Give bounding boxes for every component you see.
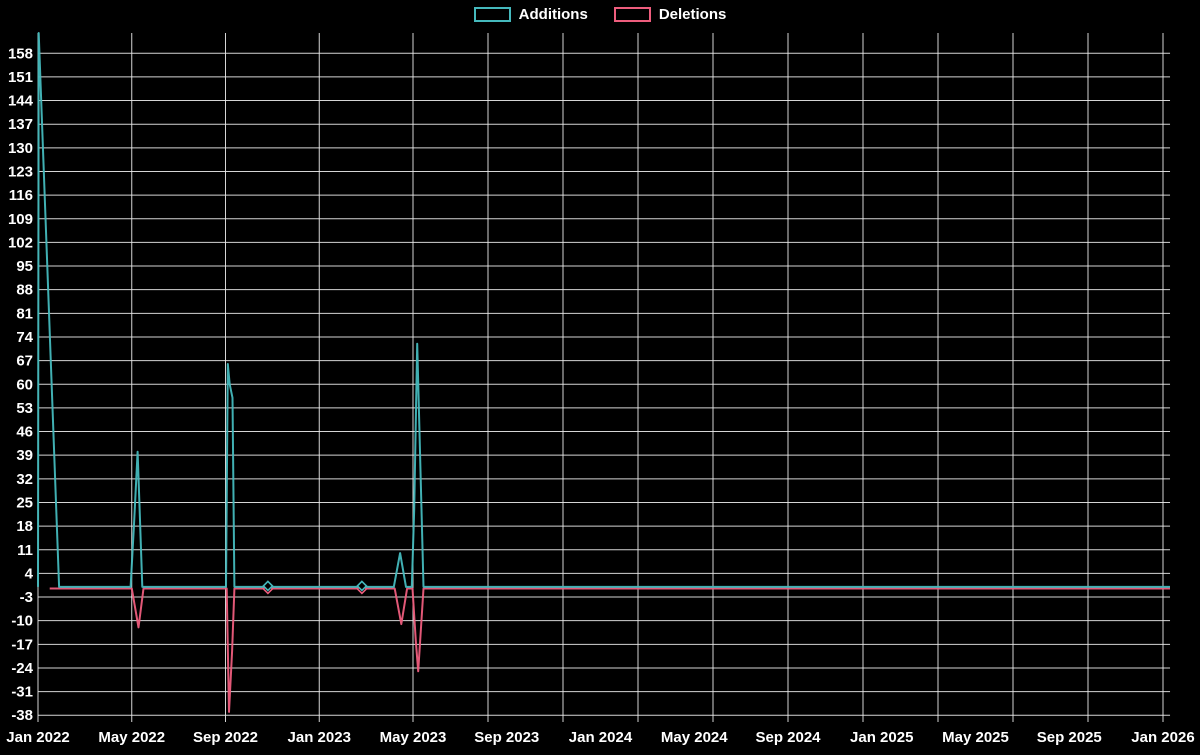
legend-label-deletions: Deletions	[658, 6, 727, 23]
x-tick-label: Sep 2025	[1037, 729, 1102, 746]
y-tick-label: 46	[16, 424, 33, 441]
y-tick-label: 123	[8, 163, 33, 180]
x-tick-label: Jan 2022	[6, 729, 69, 746]
y-tick-label: -24	[11, 660, 33, 677]
x-tick-label: Sep 2022	[193, 729, 258, 746]
y-tick-label: -38	[11, 707, 33, 724]
y-tick-label: 60	[16, 376, 33, 393]
chart-legend: Additions Deletions	[0, 7, 1200, 22]
y-tick-label: 25	[16, 494, 33, 511]
y-tick-label: 137	[8, 116, 33, 133]
x-tick-label: May 2024	[661, 729, 728, 746]
additions-swatch-icon	[473, 7, 511, 22]
y-tick-label: 102	[8, 234, 33, 251]
y-tick-label: 53	[16, 400, 33, 417]
x-tick-label: Jan 2026	[1131, 729, 1194, 746]
y-tick-label: -10	[11, 613, 33, 630]
y-tick-label: 116	[9, 187, 33, 204]
y-tick-label: 144	[8, 93, 34, 110]
deletions-swatch-icon	[613, 7, 651, 22]
legend-label-additions: Additions	[518, 6, 588, 23]
y-tick-label: 81	[16, 305, 33, 322]
y-tick-label: -3	[20, 589, 33, 606]
y-tick-label: 67	[16, 353, 33, 370]
y-tick-label: 18	[16, 518, 33, 535]
y-tick-label: 151	[8, 69, 33, 86]
y-tick-label: 95	[16, 258, 33, 275]
x-tick-label: May 2023	[380, 729, 447, 746]
x-tick-label: Jan 2025	[850, 729, 913, 746]
y-tick-label: 4	[25, 565, 34, 582]
legend-item-additions[interactable]: Additions	[473, 6, 588, 23]
y-tick-label: 130	[8, 140, 33, 157]
y-tick-label: -31	[11, 684, 33, 701]
legend-item-deletions[interactable]: Deletions	[613, 6, 727, 23]
x-tick-label: Jan 2024	[569, 729, 633, 746]
y-tick-label: 158	[8, 45, 33, 62]
additions-point-marker[interactable]	[356, 580, 368, 592]
x-tick-label: Jan 2023	[288, 729, 351, 746]
x-tick-label: Sep 2023	[474, 729, 539, 746]
additions-point-marker[interactable]	[262, 580, 274, 592]
y-tick-label: 11	[17, 542, 33, 559]
y-tick-label: 39	[16, 447, 33, 464]
deletions-line	[49, 587, 1170, 713]
y-tick-label: 109	[8, 211, 33, 228]
x-tick-label: May 2025	[942, 729, 1009, 746]
y-tick-label: -17	[11, 636, 33, 653]
x-tick-label: May 2022	[98, 729, 165, 746]
y-tick-label: 88	[16, 282, 33, 299]
y-tick-label: 74	[16, 329, 33, 346]
y-tick-label: 32	[16, 471, 33, 488]
x-tick-label: Sep 2024	[755, 729, 821, 746]
additions-line	[37, 32, 1170, 588]
